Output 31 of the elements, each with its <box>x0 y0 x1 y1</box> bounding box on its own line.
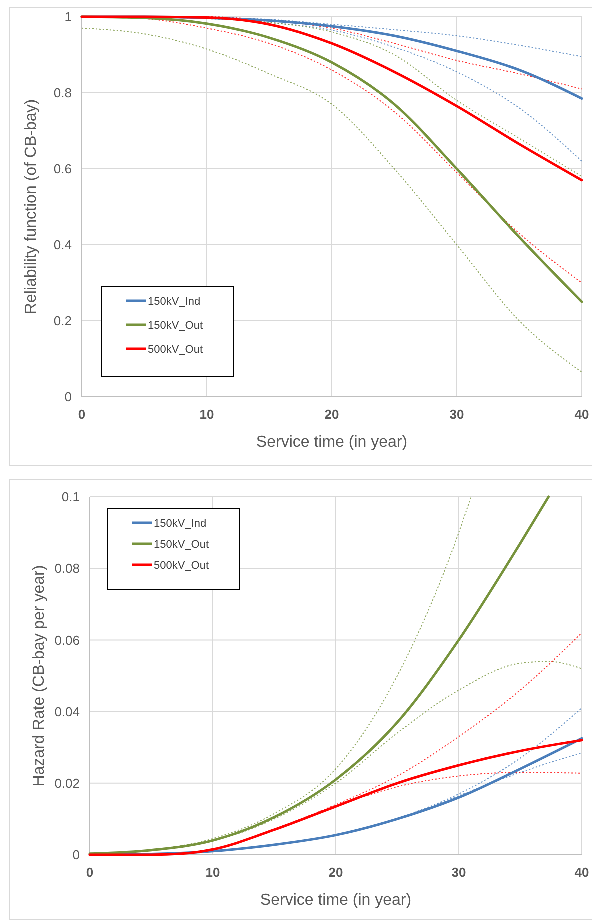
legend-label: 150kV_Out <box>148 320 204 332</box>
y-tick-label: 0 <box>64 390 72 405</box>
y-tick-label: 0.1 <box>62 490 80 505</box>
y-tick-label: 0.8 <box>54 86 72 101</box>
y-axis-title: Reliability function (of CB-bay) <box>23 99 40 315</box>
legend-label: 500kV_Out <box>148 344 204 356</box>
legend-label: 150kV_Ind <box>148 296 201 308</box>
y-tick-label: 1 <box>64 10 72 25</box>
x-tick-label: 40 <box>574 407 590 422</box>
y-tick-label: 0.4 <box>54 238 72 253</box>
x-tick-label: 0 <box>86 865 94 880</box>
y-tick-label: 0.08 <box>54 561 80 576</box>
legend-label: 150kV_Out <box>154 538 210 551</box>
x-axis-title: Service time (in year) <box>256 434 408 451</box>
y-tick-label: 0.2 <box>54 314 72 329</box>
x-tick-label: 20 <box>324 407 340 422</box>
legend-label: 500kV_Out <box>154 560 210 572</box>
x-tick-label: 40 <box>574 865 590 880</box>
y-tick-label: 0.04 <box>54 704 80 720</box>
x-tick-label: 30 <box>450 407 464 422</box>
legend-label: 150kV_Ind <box>154 518 207 530</box>
y-tick-label: 0.02 <box>54 776 80 791</box>
x-axis-title: Service time (in year) <box>260 892 412 909</box>
y-tick-label: 0 <box>72 848 80 863</box>
x-tick-label: 20 <box>328 865 344 880</box>
y-tick-label: 0.6 <box>54 162 72 177</box>
x-tick-label: 10 <box>200 407 214 422</box>
x-tick-label: 30 <box>452 865 466 880</box>
y-tick-label: 0.06 <box>54 632 80 648</box>
x-tick-label: 10 <box>206 865 220 880</box>
y-axis-title: Hazard Rate (CB-bay per year) <box>31 565 48 787</box>
